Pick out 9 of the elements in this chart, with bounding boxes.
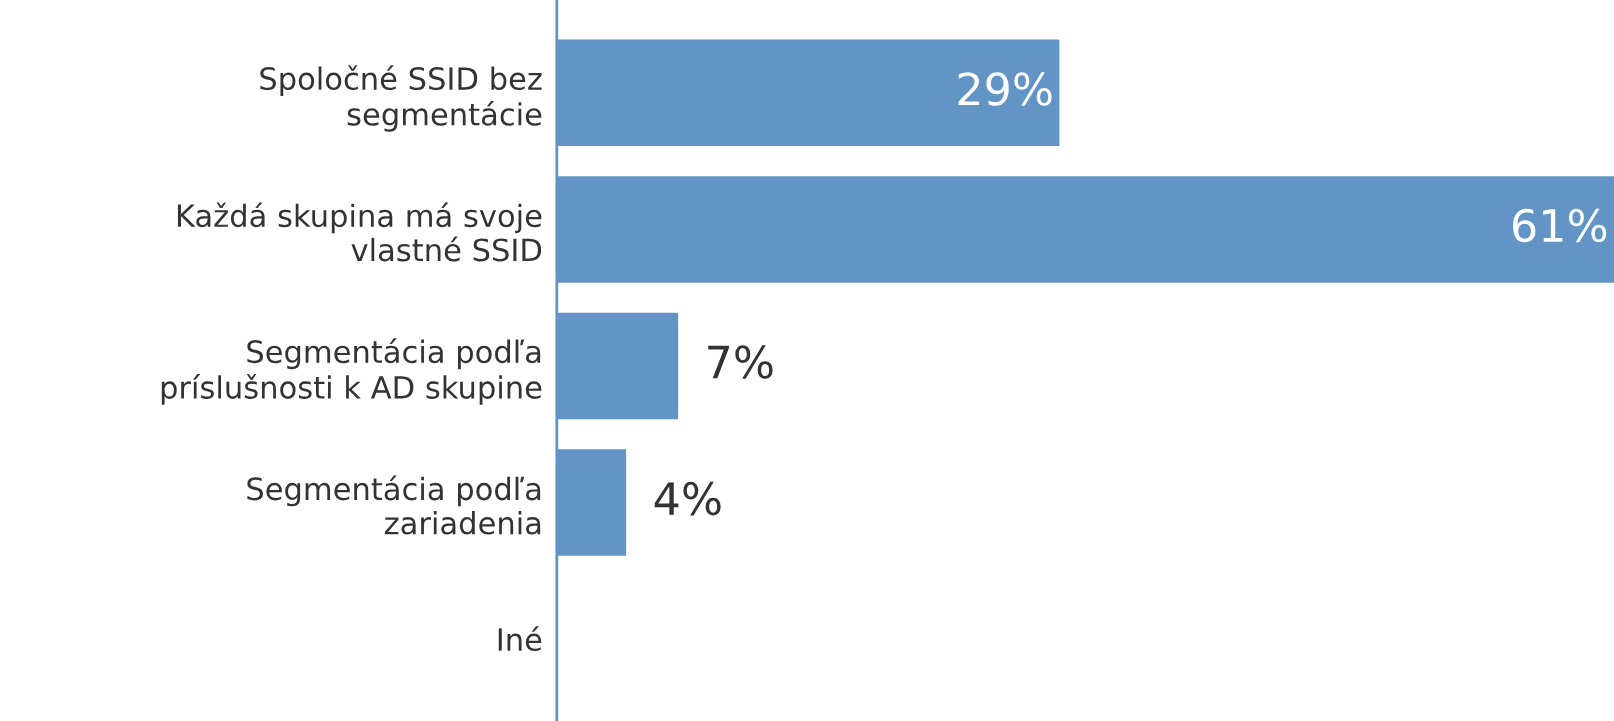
data-label: 4% bbox=[654, 481, 721, 516]
data-label: 61% bbox=[1513, 208, 1607, 243]
y-tick-label: Segmentácia podľa príslušnosti k AD skupine bbox=[161, 338, 542, 405]
y-tick-label: Každá skupina má svoje vlastné SSID bbox=[177, 202, 542, 262]
y-tick-label: Iné bbox=[498, 626, 542, 652]
y-tick-label: Segmentácia podľa zariadenia bbox=[247, 475, 541, 535]
data-label: 29% bbox=[958, 72, 1052, 106]
y-tick-label: Spoločné SSID bez segmentácie bbox=[260, 65, 542, 132]
data-label: 7% bbox=[708, 345, 773, 379]
